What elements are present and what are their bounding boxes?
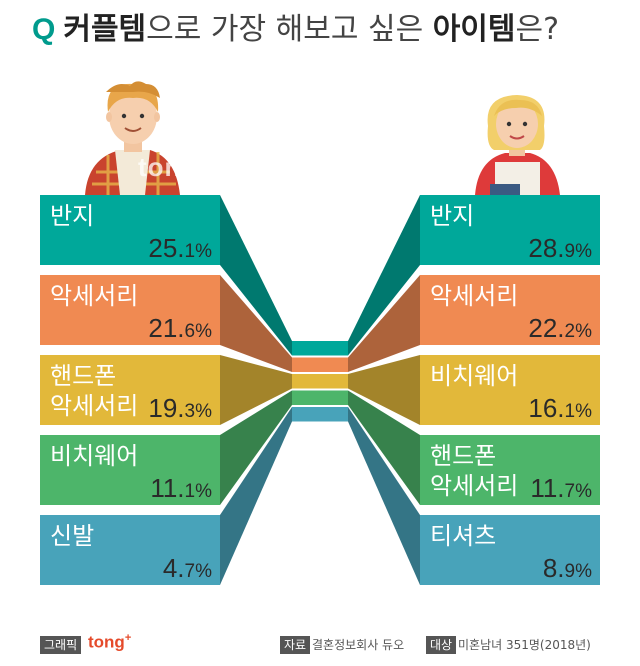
bar-right-2 <box>420 275 600 345</box>
connector-left-5 <box>220 407 292 585</box>
connector-right-5 <box>348 407 420 585</box>
q-mark: Q <box>32 13 56 46</box>
connector-left-1 <box>220 195 292 356</box>
title-normal-2: 은? <box>515 12 560 47</box>
center-strip-3 <box>292 374 348 389</box>
connector-right-3 <box>348 355 420 425</box>
bar-right-4 <box>420 435 600 505</box>
page-title: Q 커플템으로 가장 해보고 싶은 아이템은? <box>32 8 559 52</box>
bar-left-2 <box>40 275 220 345</box>
bar-left-3 <box>40 355 220 425</box>
bar-label-right-2: 악세서리 <box>430 282 518 310</box>
value-label-right-2: 22.2% <box>528 313 592 343</box>
connector-left-4 <box>220 390 292 505</box>
connector-right-1 <box>348 195 420 356</box>
bar-label-right-1: 반지 <box>430 202 474 230</box>
center-strip-2 <box>292 357 348 372</box>
bar-left-4 <box>40 435 220 505</box>
source-tag: 자료 <box>280 636 311 654</box>
brand-logo: tong+ <box>88 632 132 652</box>
bar-label-left-2: 악세서리 <box>50 282 138 310</box>
bar-label-left-3: 악세서리 <box>50 392 138 420</box>
value-label-left-5: 4.7% <box>163 553 212 583</box>
bar-right-1 <box>420 195 600 265</box>
graphic-tag: 그래픽 <box>40 636 82 654</box>
value-label-left-3: 19.3% <box>148 393 212 423</box>
value-label-right-3: 16.1% <box>528 393 592 423</box>
bar-right-5 <box>420 515 600 585</box>
value-label-right-5: 8.9% <box>543 553 592 583</box>
bar-label-left-3: 핸드폰 <box>50 362 116 390</box>
bar-label-right-5: 티셔츠 <box>430 522 496 550</box>
bar-right-3 <box>420 355 600 425</box>
bar-label-left-5: 신발 <box>50 522 94 550</box>
center-strip-4 <box>292 390 348 405</box>
target-text: 미혼남녀 351명(2018년) <box>458 638 591 652</box>
connector-right-2 <box>348 275 420 372</box>
bar-label-right-4: 악세서리 <box>430 472 518 500</box>
watermark: tong+ <box>138 152 208 182</box>
title-bold-1: 커플템 <box>63 12 147 47</box>
connector-right-4 <box>348 390 420 505</box>
source-text: 결혼정보회사 듀오 <box>312 638 405 652</box>
bar-label-left-1: 반지 <box>50 202 94 230</box>
center-strip-1 <box>292 341 348 356</box>
center-strip-5 <box>292 407 348 422</box>
target-tag: 대상 <box>426 636 457 654</box>
title-normal-1: 으로 가장 해보고 싶은 <box>146 12 433 47</box>
female-character-illustration <box>475 95 560 196</box>
connector-left-2 <box>220 275 292 372</box>
bar-left-5 <box>40 515 220 585</box>
value-label-right-4: 11.7% <box>530 473 592 503</box>
bar-label-right-4: 핸드폰 <box>430 442 496 470</box>
value-label-left-2: 21.6% <box>148 313 212 343</box>
bar-label-left-4: 비치웨어 <box>50 442 138 470</box>
connector-left-3 <box>220 355 292 425</box>
value-label-left-1: 25.1% <box>148 233 212 263</box>
footer: 그래픽 tong+ 자료 결혼정보회사 듀오 대상 미혼남녀 351명(2018… <box>0 630 640 660</box>
title-bold-2: 아이템 <box>432 12 516 47</box>
bar-label-right-3: 비치웨어 <box>430 362 518 390</box>
male-character-illustration <box>85 81 180 195</box>
value-label-right-1: 28.9% <box>528 233 592 263</box>
value-label-left-4: 11.1% <box>150 473 212 503</box>
bar-left-1 <box>40 195 220 265</box>
